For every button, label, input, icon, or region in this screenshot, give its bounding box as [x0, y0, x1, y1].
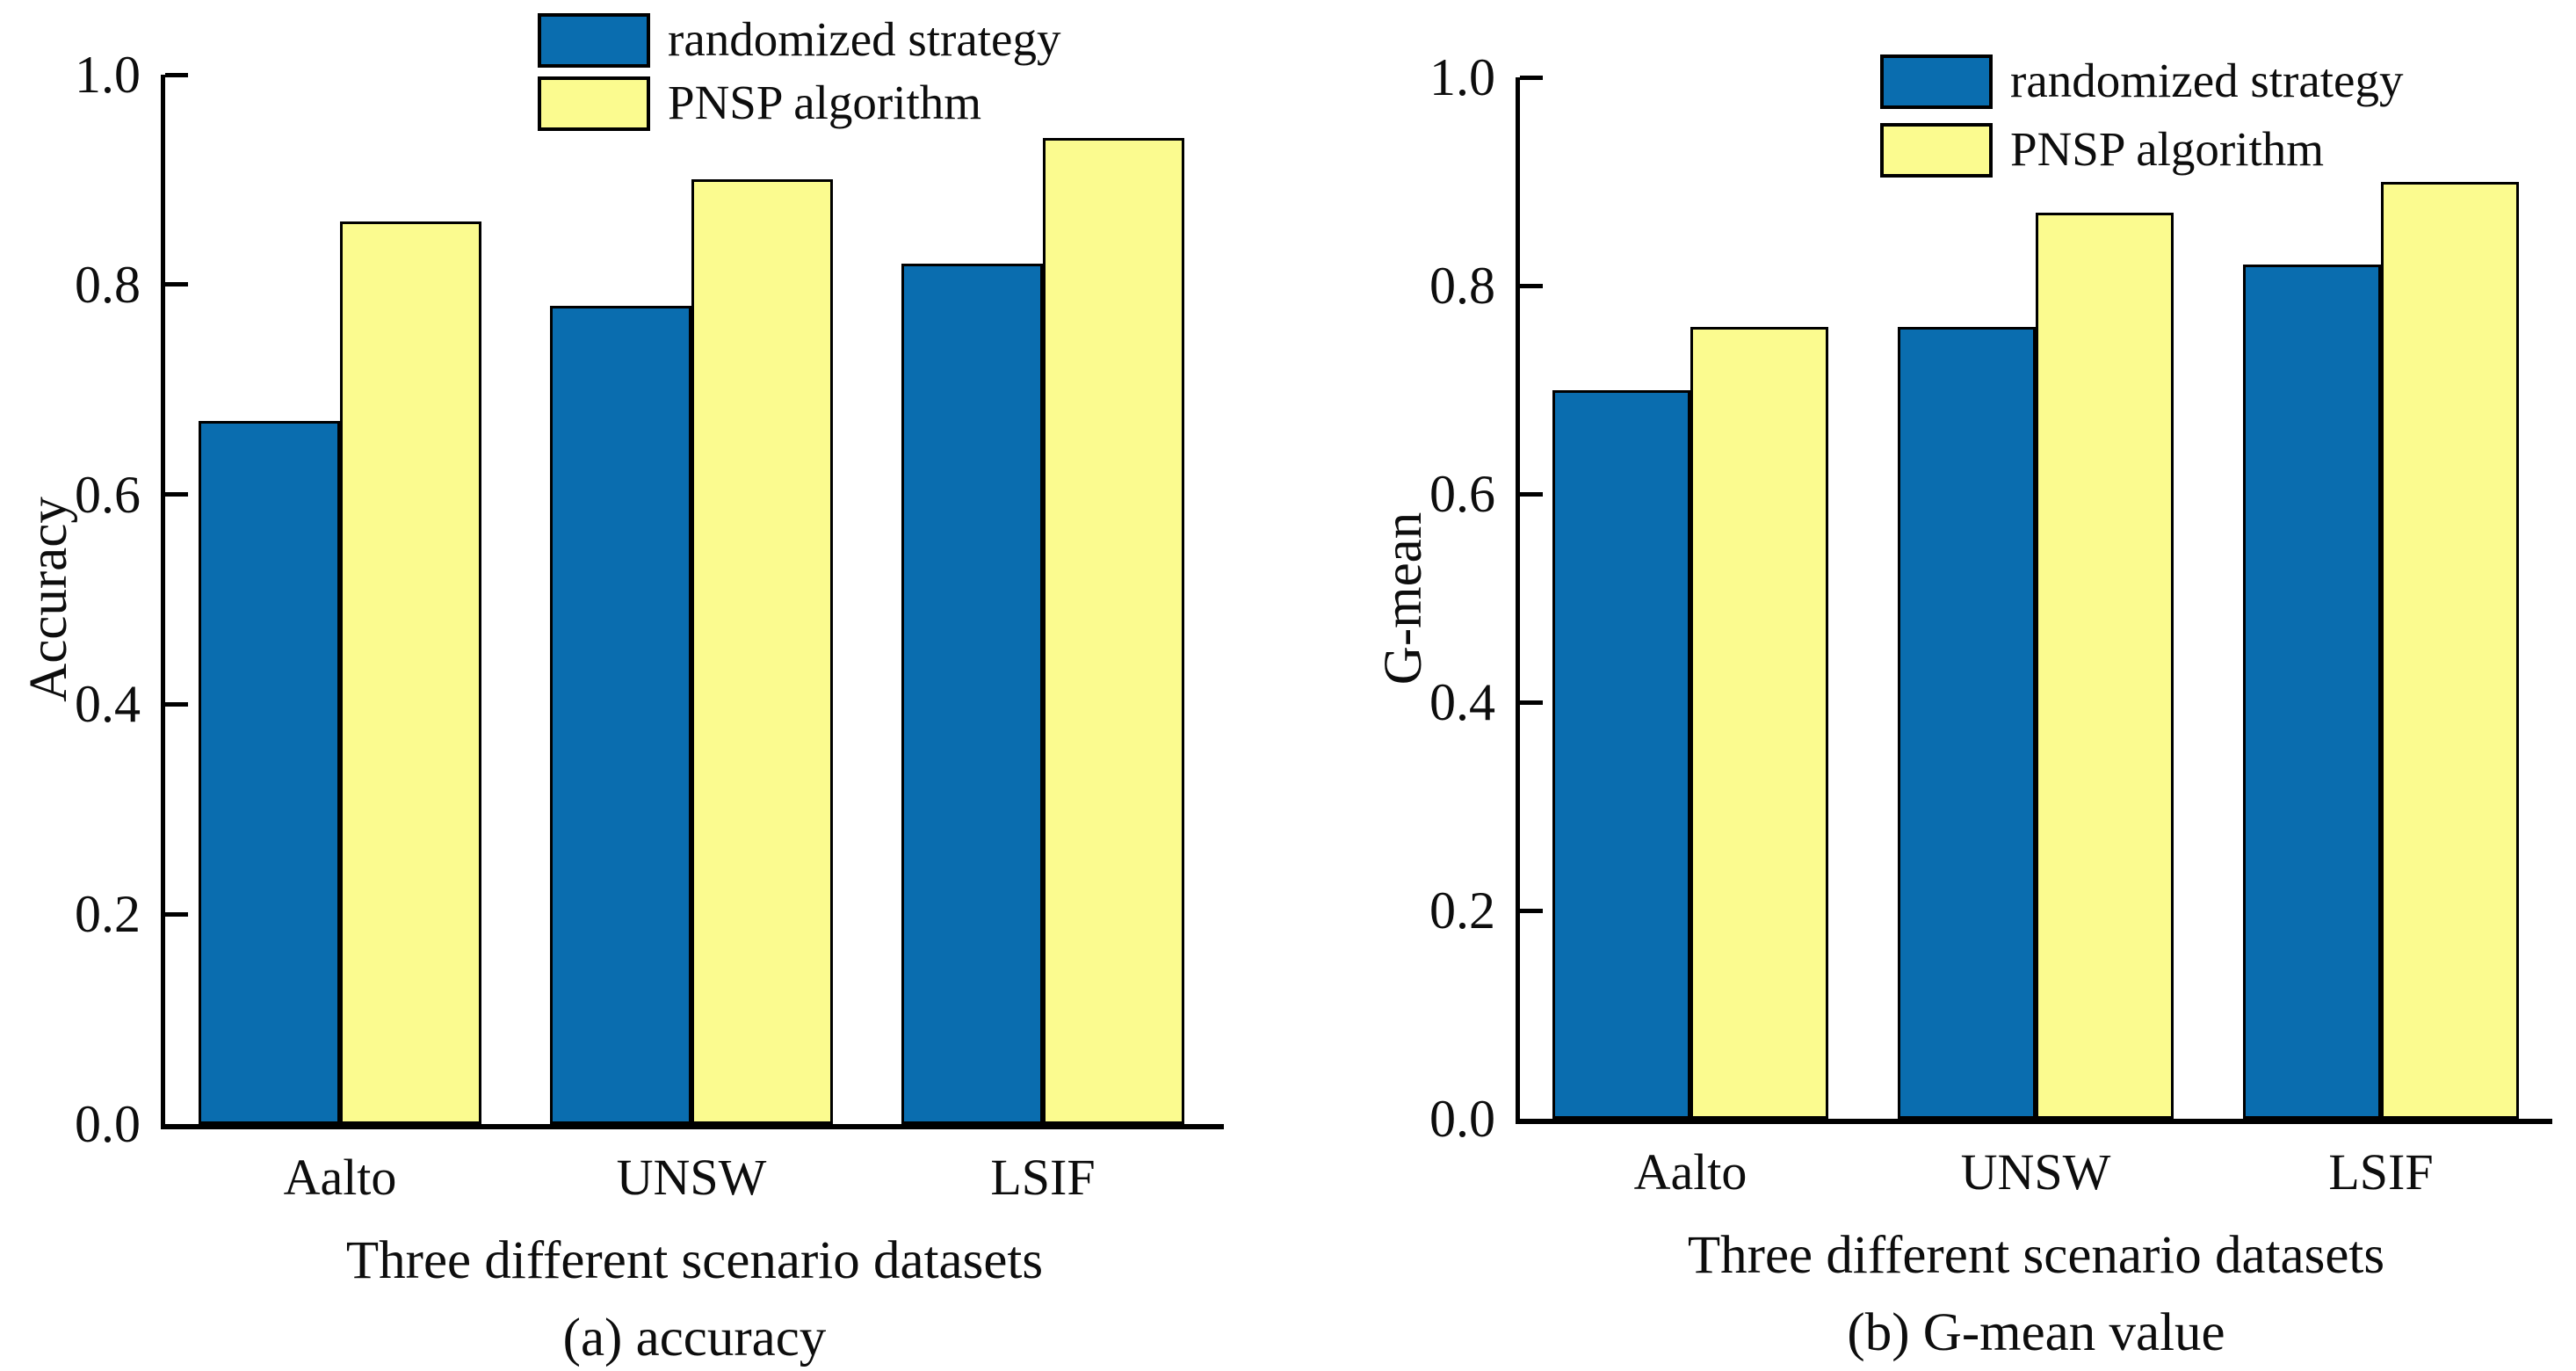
y-axis-line [1516, 77, 1520, 1124]
bar-lsif-pnsp-algorithm [2381, 181, 2519, 1119]
legend-swatch-pnsp-algorithm [538, 76, 650, 131]
bar-lsif-randomized-strategy [901, 263, 1043, 1124]
y-tick-label: 0.6 [75, 465, 141, 524]
y-tick-mark [165, 492, 188, 497]
y-tick-mark [1520, 283, 1543, 288]
bar-unsw-pnsp-algorithm [691, 179, 833, 1124]
bar-unsw-randomized-strategy [550, 305, 691, 1124]
y-tick-mark [165, 282, 188, 287]
y-tick-label: 0.0 [75, 1095, 141, 1153]
y-axis-line [161, 75, 165, 1129]
y-tick-mark [1520, 75, 1543, 80]
x-tick-label-lsif: LSIF [2328, 1143, 2434, 1201]
y-tick-label: 0.0 [1429, 1090, 1495, 1148]
y-axis-title: Accuracy [19, 497, 78, 702]
bar-aalto-pnsp-algorithm [1690, 327, 1828, 1119]
y-tick-label: 0.2 [75, 885, 141, 944]
chart-panel-accuracy: 0.0 0.2 0.4 0.6 0.8 1.0 Aalto UNSW LSIF Three dif… [19, 12, 1224, 1367]
bar-unsw-pnsp-algorithm [2036, 213, 2174, 1119]
bar-unsw-randomized-strategy [1898, 327, 2036, 1119]
y-tick-label: 0.6 [1429, 465, 1495, 523]
legend-swatch-randomized-strategy [538, 13, 650, 68]
y-tick-label: 1.0 [1429, 48, 1495, 106]
chart-panel-gmean: 0.0 0.2 0.4 0.6 0.8 1.0 Aalto UNSW LSIF Three dif… [1288, 0, 2576, 1371]
x-axis-title: Three different scenario datasets [1687, 1226, 2385, 1285]
bar-aalto-randomized-strategy [199, 421, 340, 1124]
x-axis-line [1516, 1119, 2552, 1124]
x-tick-label-aalto: Aalto [283, 1149, 397, 1206]
y-axis-title: G-mean [1374, 511, 1433, 685]
x-tick-label-lsif: LSIF [990, 1149, 1096, 1206]
legend-swatch-randomized-strategy [1880, 54, 1993, 109]
y-tick-mark [1520, 908, 1543, 913]
y-tick-mark [165, 72, 188, 77]
y-tick-label: 0.8 [1429, 257, 1495, 315]
y-tick-label: 0.2 [1429, 881, 1495, 939]
y-tick-mark [165, 701, 188, 707]
legend-label-randomized-strategy: randomized strategy [668, 12, 1061, 66]
legend-swatch-pnsp-algorithm [1880, 123, 1993, 178]
subplot-caption: (a) accuracy [562, 1309, 827, 1367]
y-tick-mark [1520, 491, 1543, 497]
y-tick-label: 0.4 [1429, 673, 1495, 731]
y-tick-mark [1520, 700, 1543, 705]
bar-aalto-pnsp-algorithm [340, 221, 481, 1124]
y-tick-mark [165, 911, 188, 917]
x-tick-label-unsw: UNSW [616, 1149, 767, 1206]
x-axis-line [161, 1124, 1224, 1129]
y-tick-label: 1.0 [75, 46, 141, 104]
legend-label-pnsp-algorithm: PNSP algorithm [2010, 122, 2325, 176]
subplot-caption: (b) G-mean value [1847, 1303, 2225, 1362]
y-tick-label: 0.8 [75, 255, 141, 314]
y-tick-label: 0.4 [75, 675, 141, 734]
x-tick-label-unsw: UNSW [1960, 1143, 2111, 1201]
legend-label-randomized-strategy: randomized strategy [2010, 54, 2404, 107]
bar-aalto-randomized-strategy [1552, 389, 1690, 1119]
bar-lsif-randomized-strategy [2243, 265, 2381, 1119]
legend-label-pnsp-algorithm: PNSP algorithm [668, 76, 982, 129]
x-axis-title: Three different scenario datasets [345, 1231, 1044, 1290]
x-tick-label-aalto: Aalto [1633, 1143, 1747, 1201]
bar-lsif-pnsp-algorithm [1043, 137, 1184, 1124]
